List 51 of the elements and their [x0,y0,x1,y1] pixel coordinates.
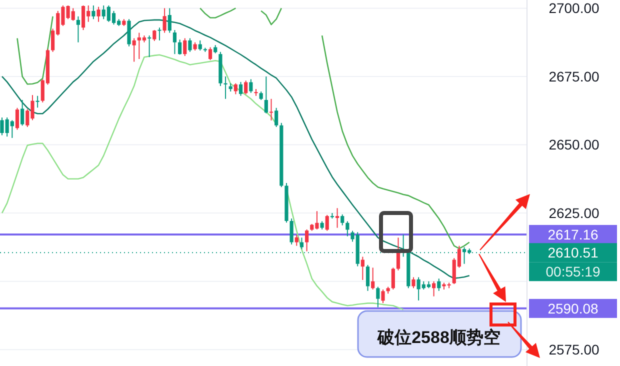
candlestick [172,30,177,55]
candlestick [168,8,172,34]
candlestick [305,228,309,252]
candlestick [432,280,436,297]
candlestick [158,27,162,41]
candlestick [224,76,228,100]
candlestick [198,40,202,52]
candlestick [366,264,370,292]
candlestick [162,8,166,34]
candlestick [127,18,131,47]
candlestick [20,99,24,126]
candlestick [152,30,156,42]
candlestick [371,267,375,290]
candlestick [234,82,238,95]
candlestick [294,234,298,246]
candlestick [249,78,253,94]
candlestick [15,107,20,130]
y-tick-label: 2575.00 [548,342,600,358]
candlestick [208,46,212,61]
y-tick-label: 2650.00 [548,136,600,153]
y-tick-label: 2625.00 [548,204,600,221]
candlestick [391,267,395,290]
candlestick [360,256,364,280]
candlestick [346,220,350,237]
candlestick [269,98,274,121]
y-tick-label: 2700.00 [548,0,600,16]
ref-line-label: 2617.16 [548,226,599,242]
candlestick [325,214,329,232]
ref-line-label: 2610.51 [548,244,599,261]
candlestick [238,81,243,96]
candlestick [244,80,248,95]
ref-line-label: 2590.08 [548,300,599,316]
candlestick [76,16,80,43]
y-tick-label: 2675.00 [548,68,600,84]
candlestick [92,4,96,20]
candlestick [264,76,268,114]
candlestick [188,38,192,52]
candlestick [335,208,340,228]
candlestick [437,278,441,292]
candlestick [96,6,100,22]
candlestick [274,107,278,128]
candlestick [340,214,344,226]
candlestick [183,38,187,56]
candlestick [381,289,385,304]
candlestick [376,286,380,308]
text: 00:55:19 [546,264,600,280]
candlestick [412,276,416,289]
candlestick [178,39,182,56]
annotation: 破位2588顺势空 [376,328,500,347]
candlestick [290,218,294,245]
candlestick [132,38,136,62]
